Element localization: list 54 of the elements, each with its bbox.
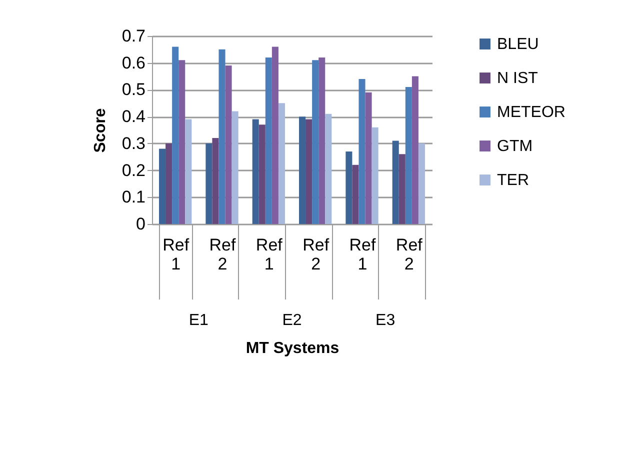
x-tick-label: Ref 2 (396, 236, 423, 274)
bar (365, 92, 372, 224)
text: E3 (376, 312, 396, 329)
y-axis-title: Score (92, 108, 109, 153)
y-tick-label: 0.1 (122, 188, 146, 207)
bar (306, 119, 312, 224)
bar (398, 154, 406, 224)
text: E2 (282, 312, 302, 329)
bar (278, 103, 285, 224)
y-tick-label: 0.3 (122, 134, 146, 153)
y-tick-label: 0 (136, 214, 146, 234)
bar (159, 148, 166, 224)
y-tick-label: 0.6 (122, 53, 146, 72)
x-tick-label: Ref 1 (162, 236, 190, 274)
legend-label: GTM (497, 138, 533, 155)
bar (206, 143, 212, 224)
bar (172, 46, 179, 224)
x-tick-label: Ref 1 (256, 236, 283, 274)
bar (299, 116, 306, 224)
legend-label: N IST (497, 70, 538, 87)
x-tick-label: Ref 1 (349, 236, 376, 274)
bar (412, 76, 418, 224)
y-tick-label: 0.5 (122, 80, 146, 100)
bar (346, 151, 352, 224)
bar (232, 111, 238, 224)
legend-label: BLEU (497, 36, 539, 53)
bar (352, 164, 359, 224)
legend-label: TER (497, 172, 529, 189)
bar (405, 87, 412, 224)
bar (218, 49, 226, 224)
bar (325, 114, 332, 224)
bar (318, 57, 326, 224)
bar (252, 119, 259, 224)
bar (418, 143, 425, 224)
bar (212, 138, 219, 224)
bar (225, 66, 232, 224)
x-tick-label: Ref 2 (209, 236, 236, 274)
bar (272, 46, 278, 224)
x-axis-title: MT Systems (246, 340, 340, 357)
y-tick-label: 0.7 (122, 26, 146, 46)
bar (178, 60, 186, 224)
bar (392, 140, 399, 224)
y-tick-label: 0.4 (122, 107, 146, 126)
bar (372, 127, 378, 224)
bar (166, 143, 172, 224)
text: E1 (188, 312, 209, 329)
y-tick-label: 0.2 (122, 160, 146, 180)
bar (265, 57, 272, 224)
bar (185, 119, 192, 224)
bar (358, 78, 366, 224)
x-tick-label: Ref 2 (302, 236, 330, 274)
bar (258, 124, 266, 224)
legend-label: METEOR (497, 104, 566, 121)
bar (312, 60, 319, 224)
